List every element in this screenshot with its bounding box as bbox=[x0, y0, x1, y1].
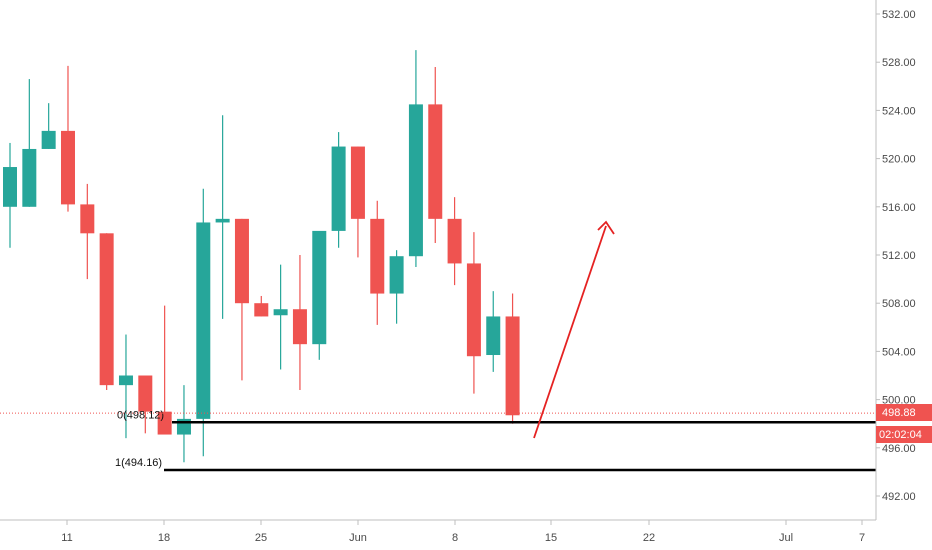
candle-body bbox=[505, 316, 520, 416]
y-axis[interactable]: 532.00 528.00 524.00 520.00 516.00 512.00 508.… bbox=[875, 0, 916, 520]
x-axis-ticks: 11 18 25 Jun 8 15 22 Jul 7 bbox=[61, 520, 865, 544]
arrow-head bbox=[597, 220, 615, 235]
candle[interactable] bbox=[118, 334, 133, 439]
candle[interactable] bbox=[370, 200, 385, 325]
x-tick-label: Jun bbox=[349, 532, 367, 544]
candle-body bbox=[331, 146, 346, 231]
y-tick-label: 528.00 bbox=[882, 57, 916, 69]
candle-body bbox=[389, 256, 404, 294]
candle-body bbox=[350, 146, 365, 219]
x-tick-label: 8 bbox=[452, 532, 458, 544]
candle-body bbox=[234, 218, 249, 304]
candle[interactable] bbox=[215, 115, 230, 319]
candle-body bbox=[3, 167, 17, 207]
candle-body bbox=[408, 104, 423, 257]
fib-level-1-label: 1(494.16) bbox=[115, 457, 162, 469]
candle[interactable] bbox=[196, 188, 211, 457]
candle-body bbox=[157, 411, 172, 435]
current-price-badge bbox=[876, 404, 932, 421]
current-price-label: 498.88 bbox=[882, 407, 916, 419]
candle[interactable] bbox=[254, 295, 269, 317]
candle-body bbox=[41, 130, 56, 149]
candle[interactable] bbox=[292, 255, 307, 390]
candle[interactable] bbox=[273, 264, 288, 370]
x-tick-label: 18 bbox=[158, 532, 170, 544]
price-badges: 498.88 02:02:04 bbox=[876, 404, 932, 443]
candle-body bbox=[138, 375, 153, 412]
candle[interactable] bbox=[428, 67, 443, 243]
fib-level-0-label: 0(498.12) bbox=[117, 409, 164, 421]
y-tick-label: 520.00 bbox=[882, 154, 916, 166]
y-tick-label: 508.00 bbox=[882, 298, 916, 310]
candles-layer bbox=[3, 50, 520, 463]
x-tick-label: 11 bbox=[61, 532, 72, 544]
candle[interactable] bbox=[466, 232, 481, 394]
candle[interactable] bbox=[138, 375, 153, 434]
candle[interactable] bbox=[408, 50, 423, 268]
candle-body bbox=[370, 218, 385, 294]
y-tick-label: 504.00 bbox=[882, 346, 916, 358]
candle-body bbox=[22, 148, 37, 207]
candle[interactable] bbox=[505, 293, 520, 424]
y-axis-ticks: 532.00 528.00 524.00 520.00 516.00 512.00 508.… bbox=[876, 9, 916, 503]
candle-body bbox=[60, 130, 75, 205]
y-tick-label: 512.00 bbox=[882, 250, 916, 262]
x-tick-label: 25 bbox=[255, 532, 267, 544]
candle-body bbox=[312, 230, 327, 345]
fib-levels: 0(498.12) 1(494.16) bbox=[115, 409, 876, 472]
y-tick-label: 516.00 bbox=[882, 202, 916, 214]
candle[interactable] bbox=[312, 230, 327, 360]
x-tick-label: 7 bbox=[859, 532, 865, 544]
candle-body bbox=[292, 309, 307, 345]
candle-body bbox=[80, 204, 95, 234]
annotation-arrow[interactable] bbox=[533, 220, 615, 439]
y-tick-label: 492.00 bbox=[882, 491, 916, 503]
candle[interactable] bbox=[22, 79, 37, 207]
candle-body bbox=[273, 309, 288, 316]
candle[interactable] bbox=[176, 385, 191, 463]
candle-body bbox=[118, 375, 133, 386]
y-tick-label: 496.00 bbox=[882, 443, 916, 455]
x-tick-label: 22 bbox=[643, 532, 655, 544]
candle[interactable] bbox=[234, 218, 249, 381]
countdown-label: 02:02:04 bbox=[879, 429, 922, 441]
x-tick-label: 15 bbox=[545, 532, 557, 544]
candle-body bbox=[196, 222, 211, 419]
candle-body bbox=[447, 218, 462, 264]
candle-body bbox=[428, 104, 443, 219]
candle-body bbox=[215, 218, 230, 223]
candle-body bbox=[254, 303, 269, 317]
candle[interactable] bbox=[447, 197, 462, 286]
candle[interactable] bbox=[157, 305, 172, 435]
candle[interactable] bbox=[99, 233, 114, 390]
candle[interactable] bbox=[331, 132, 346, 248]
arrow-shaft bbox=[533, 225, 607, 439]
candle[interactable] bbox=[80, 183, 95, 280]
candle[interactable] bbox=[60, 65, 75, 212]
countdown-badge bbox=[876, 426, 932, 443]
candle[interactable] bbox=[486, 291, 501, 372]
y-tick-label: 524.00 bbox=[882, 105, 916, 117]
candle-body bbox=[466, 263, 481, 357]
x-axis[interactable]: 11 18 25 Jun 8 15 22 Jul 7 bbox=[0, 519, 876, 544]
candle[interactable] bbox=[350, 146, 365, 258]
candle-body bbox=[99, 233, 114, 386]
y-tick-label: 532.00 bbox=[882, 9, 916, 21]
x-tick-label: Jul bbox=[779, 532, 793, 544]
candle[interactable] bbox=[3, 142, 17, 248]
candle[interactable] bbox=[389, 250, 404, 324]
candle[interactable] bbox=[41, 103, 56, 149]
candle-body bbox=[486, 316, 501, 356]
y-tick-label: 500.00 bbox=[882, 395, 916, 407]
